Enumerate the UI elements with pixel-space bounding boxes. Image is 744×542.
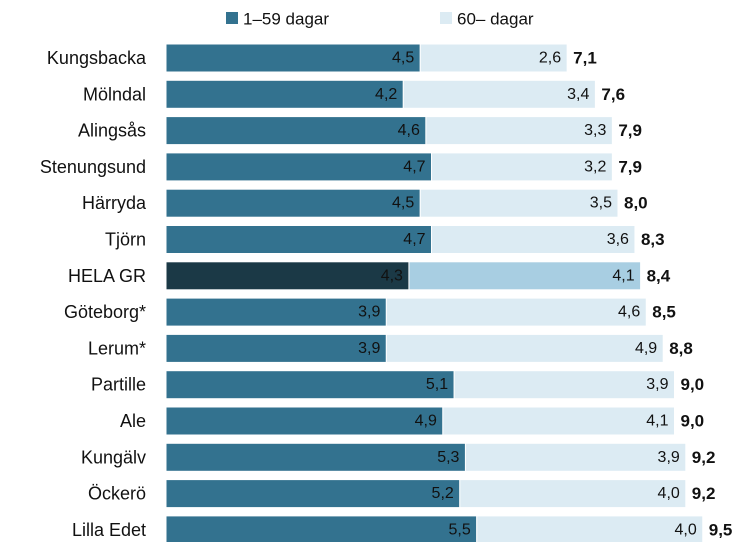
value-label: 2,6 bbox=[539, 50, 561, 67]
bar-segment bbox=[385, 297, 647, 327]
bar-segment bbox=[165, 116, 427, 146]
value-label: 4,9 bbox=[415, 413, 437, 430]
bar-segment bbox=[165, 370, 455, 400]
bar-segment bbox=[419, 188, 619, 218]
value-label: 4,0 bbox=[658, 485, 680, 502]
value-label: 4,9 bbox=[635, 340, 657, 357]
total-label: 7,1 bbox=[573, 49, 597, 68]
bar-segment bbox=[419, 43, 568, 73]
bar-segment bbox=[431, 152, 613, 182]
bar-segment bbox=[165, 79, 404, 109]
value-label: 3,5 bbox=[590, 195, 612, 212]
total-label: 9,0 bbox=[681, 412, 705, 431]
bar-segment bbox=[425, 116, 613, 146]
category-label: Göteborg* bbox=[64, 302, 146, 322]
bar-segment bbox=[165, 479, 461, 509]
bar-segment bbox=[453, 370, 675, 400]
value-label: 5,1 bbox=[426, 376, 448, 393]
value-label: 4,1 bbox=[612, 267, 634, 284]
bar-segment bbox=[165, 43, 421, 73]
value-label: 4,7 bbox=[403, 231, 425, 248]
total-label: 8,5 bbox=[652, 303, 676, 322]
value-label: 3,9 bbox=[358, 304, 380, 321]
total-label: 8,8 bbox=[669, 339, 693, 358]
bar-segment bbox=[464, 442, 687, 472]
value-label: 4,3 bbox=[381, 267, 403, 284]
bar-segment bbox=[165, 188, 421, 218]
total-label: 9,5 bbox=[709, 520, 733, 539]
bar-segment bbox=[476, 515, 704, 542]
value-label: 5,3 bbox=[437, 449, 459, 466]
category-label: Partille bbox=[91, 375, 146, 395]
category-label: HELA GR bbox=[68, 266, 146, 286]
value-label: 4,7 bbox=[403, 158, 425, 175]
value-label: 3,9 bbox=[658, 449, 680, 466]
value-label: 3,9 bbox=[358, 340, 380, 357]
category-label: Härryda bbox=[82, 193, 147, 213]
legend-swatch bbox=[440, 12, 452, 24]
value-label: 3,3 bbox=[584, 122, 606, 139]
value-label: 3,6 bbox=[607, 231, 629, 248]
value-label: 3,9 bbox=[646, 376, 668, 393]
bar-segment bbox=[165, 261, 410, 291]
total-label: 7,9 bbox=[618, 157, 642, 176]
legend-label: 60– dagar bbox=[457, 10, 534, 29]
category-label: Ale bbox=[120, 411, 146, 431]
value-label: 4,6 bbox=[618, 304, 640, 321]
bar-segment bbox=[459, 479, 687, 509]
bar-segment bbox=[165, 152, 433, 182]
value-label: 4,0 bbox=[675, 521, 697, 538]
category-label: Lilla Edet bbox=[72, 520, 146, 540]
bar-segment bbox=[165, 333, 387, 363]
value-label: 3,2 bbox=[584, 158, 606, 175]
value-label: 3,4 bbox=[567, 86, 589, 103]
legend-label: 1–59 dagar bbox=[243, 10, 329, 29]
value-label: 4,5 bbox=[392, 195, 414, 212]
bar-segment bbox=[408, 261, 642, 291]
category-label: Kungälv bbox=[81, 447, 146, 467]
category-label: Öckerö bbox=[88, 484, 146, 504]
bar-segment bbox=[165, 515, 478, 542]
value-label: 5,5 bbox=[449, 521, 471, 538]
bar-segment bbox=[431, 225, 636, 254]
category-label: Kungsbacka bbox=[47, 48, 147, 68]
value-label: 4,1 bbox=[646, 413, 668, 430]
category-label: Stenungsund bbox=[40, 157, 146, 177]
value-label: 5,2 bbox=[432, 485, 454, 502]
bar-segment bbox=[402, 79, 596, 109]
total-label: 8,0 bbox=[624, 194, 648, 213]
total-label: 9,0 bbox=[681, 375, 705, 394]
value-label: 4,6 bbox=[398, 122, 420, 139]
bar-segment bbox=[165, 225, 433, 254]
bar-segment bbox=[165, 406, 444, 436]
total-label: 7,6 bbox=[601, 85, 625, 104]
value-label: 4,2 bbox=[375, 86, 397, 103]
bar-segment bbox=[385, 333, 664, 363]
total-label: 9,2 bbox=[692, 448, 716, 467]
category-label: Mölndal bbox=[83, 84, 146, 104]
legend-swatch bbox=[226, 12, 238, 24]
bar-segment bbox=[442, 406, 675, 436]
total-label: 8,3 bbox=[641, 230, 665, 249]
total-label: 7,9 bbox=[618, 121, 642, 140]
bar-segment bbox=[165, 297, 387, 327]
category-label: Tjörn bbox=[105, 230, 146, 250]
bar-segment bbox=[165, 442, 466, 472]
total-label: 9,2 bbox=[692, 484, 716, 503]
category-label: Lerum* bbox=[88, 338, 146, 358]
category-label: Alingsås bbox=[78, 121, 146, 141]
total-label: 8,4 bbox=[647, 266, 671, 285]
value-label: 4,5 bbox=[392, 50, 414, 67]
